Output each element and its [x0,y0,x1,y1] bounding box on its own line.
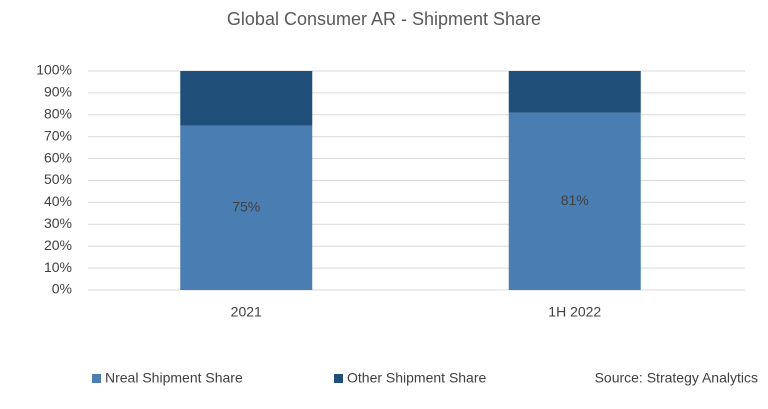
y-tick-label: 50% [44,171,72,187]
y-tick-label: 30% [44,215,72,231]
y-tick-label: 70% [44,127,72,143]
x-tick-label: 1H 2022 [548,304,601,320]
data-label: 75% [232,199,260,215]
bar-segment [508,71,641,113]
y-tick-label: 60% [44,149,72,165]
x-tick-label: 2021 [231,304,262,320]
y-tick-label: 100% [36,62,72,78]
y-tick-label: 80% [44,106,72,122]
y-tick-label: 40% [44,193,72,209]
bar-segment [180,125,313,290]
bar-segment [180,71,313,126]
bar-segment [508,112,641,290]
y-tick-label: 90% [44,84,72,100]
legend-swatch [92,374,101,383]
legend-swatch [334,374,343,383]
y-tick-label: 10% [44,259,72,275]
y-tick-label: 20% [44,237,72,253]
legend-label: Nreal Shipment Share [105,370,243,386]
legend-label: Other Shipment Share [347,370,487,386]
source-note: Source: Strategy Analytics [595,370,758,386]
chart-title: Global Consumer AR - Shipment Share [227,9,541,29]
data-label: 81% [561,192,589,208]
y-tick-label: 0% [52,281,72,297]
